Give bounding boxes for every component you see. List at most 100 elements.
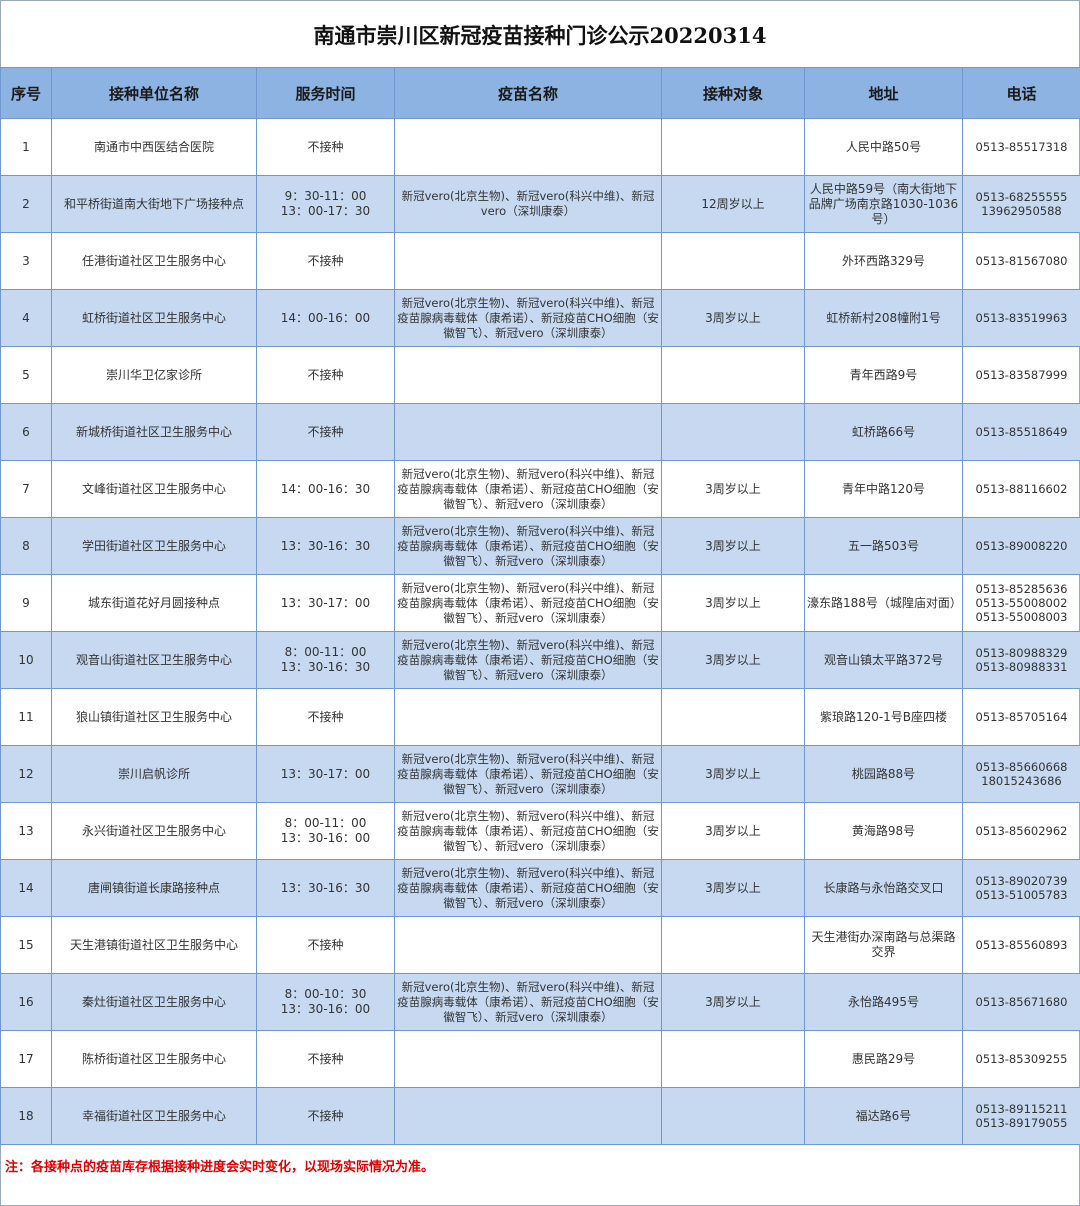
table-row: 17 陈桥街道社区卫生服务中心 不接种 惠民路29号 0513-85309255 <box>0 1030 1080 1088</box>
cell-time: 8：00-11：00 13：30-16：30 <box>256 631 395 689</box>
cell-name: 观音山街道社区卫生服务中心 <box>51 631 257 689</box>
cell-no: 16 <box>0 973 52 1031</box>
cell-time: 13：30-17：00 <box>256 574 395 632</box>
cell-no: 14 <box>0 859 52 917</box>
cell-address: 青年西路9号 <box>804 346 963 404</box>
table-row: 15 天生港镇街道社区卫生服务中心 不接种 天生港街办深南路与总渠路交界 0513-85… <box>0 916 1080 974</box>
cell-phone: 0513-85285636 0513-55008002 0513-5500800… <box>962 574 1080 632</box>
cell-vaccine <box>394 1030 662 1088</box>
column-header-target: 接种对象 <box>661 67 805 119</box>
cell-name: 学田街道社区卫生服务中心 <box>51 517 257 575</box>
table-body: 1 南通市中西医结合医院 不接种 人民中路50号 0513-85517318 2 和平桥街道… <box>0 118 1080 1145</box>
table-row: 1 南通市中西医结合医院 不接种 人民中路50号 0513-85517318 <box>0 118 1080 176</box>
cell-no: 3 <box>0 232 52 290</box>
cell-address: 人民中路50号 <box>804 118 963 176</box>
cell-address: 惠民路29号 <box>804 1030 963 1088</box>
cell-no: 1 <box>0 118 52 176</box>
cell-name: 天生港镇街道社区卫生服务中心 <box>51 916 257 974</box>
cell-phone: 0513-89008220 <box>962 517 1080 575</box>
cell-vaccine: 新冠vero(北京生物)、新冠vero(科兴中维)、新冠vero（深圳康泰） <box>394 175 662 233</box>
cell-address: 青年中路120号 <box>804 460 963 518</box>
column-header-vaccine: 疫苗名称 <box>394 67 662 119</box>
cell-no: 2 <box>0 175 52 233</box>
cell-time: 不接种 <box>256 403 395 461</box>
cell-name: 任港街道社区卫生服务中心 <box>51 232 257 290</box>
cell-target: 3周岁以上 <box>661 973 805 1031</box>
table-row: 2 和平桥街道南大街地下广场接种点 9：30-11：00 13：00-17：30 新冠… <box>0 175 1080 233</box>
cell-no: 4 <box>0 289 52 347</box>
table-row: 14 唐闸镇街道长康路接种点 13：30-16：30 新冠vero(北京生物)、新冠v… <box>0 859 1080 917</box>
cell-time: 9：30-11：00 13：00-17：30 <box>256 175 395 233</box>
cell-no: 15 <box>0 916 52 974</box>
cell-phone: 0513-85560893 <box>962 916 1080 974</box>
cell-address: 虹桥新村208幢附1号 <box>804 289 963 347</box>
cell-vaccine <box>394 346 662 404</box>
cell-phone: 0513-89020739 0513-51005783 <box>962 859 1080 917</box>
cell-target: 3周岁以上 <box>661 289 805 347</box>
cell-vaccine: 新冠vero(北京生物)、新冠vero(科兴中维)、新冠疫苗腺病毒载体（康希诺）… <box>394 859 662 917</box>
cell-target <box>661 346 805 404</box>
cell-phone: 0513-85309255 <box>962 1030 1080 1088</box>
page-title: 南通市崇川区新冠疫苗接种门诊公示20220314 <box>313 23 767 48</box>
cell-time: 13：30-16：30 <box>256 859 395 917</box>
cell-target: 3周岁以上 <box>661 517 805 575</box>
cell-time: 8：00-10：30 13：30-16：00 <box>256 973 395 1031</box>
cell-vaccine <box>394 403 662 461</box>
cell-no: 13 <box>0 802 52 860</box>
table-row: 18 幸福街道社区卫生服务中心 不接种 福达路6号 0513-89115211 0513… <box>0 1087 1080 1145</box>
cell-time: 不接种 <box>256 118 395 176</box>
cell-address: 濠东路188号（城隍庙对面） <box>804 574 963 632</box>
cell-no: 12 <box>0 745 52 803</box>
cell-name: 新城桥街道社区卫生服务中心 <box>51 403 257 461</box>
cell-vaccine <box>394 688 662 746</box>
cell-target: 3周岁以上 <box>661 802 805 860</box>
cell-name: 幸福街道社区卫生服务中心 <box>51 1087 257 1145</box>
cell-target <box>661 1030 805 1088</box>
cell-phone: 0513-85671680 <box>962 973 1080 1031</box>
cell-target <box>661 118 805 176</box>
cell-vaccine <box>394 232 662 290</box>
cell-target <box>661 916 805 974</box>
column-header-name: 接种单位名称 <box>51 67 257 119</box>
cell-address: 黄海路98号 <box>804 802 963 860</box>
table-row: 12 崇川启帆诊所 13：30-17：00 新冠vero(北京生物)、新冠vero(科… <box>0 745 1080 803</box>
cell-name: 崇川启帆诊所 <box>51 745 257 803</box>
column-header-time: 服务时间 <box>256 67 395 119</box>
cell-phone: 0513-85518649 <box>962 403 1080 461</box>
cell-name: 永兴街道社区卫生服务中心 <box>51 802 257 860</box>
cell-address: 紫琅路120-1号B座四楼 <box>804 688 963 746</box>
table-row: 9 城东街道花好月圆接种点 13：30-17：00 新冠vero(北京生物)、新冠ve… <box>0 574 1080 632</box>
cell-time: 不接种 <box>256 1030 395 1088</box>
cell-phone: 0513-88116602 <box>962 460 1080 518</box>
cell-name: 唐闸镇街道长康路接种点 <box>51 859 257 917</box>
table-row: 6 新城桥街道社区卫生服务中心 不接种 虹桥路66号 0513-85518649 <box>0 403 1080 461</box>
cell-address: 五一路503号 <box>804 517 963 575</box>
cell-target: 3周岁以上 <box>661 745 805 803</box>
cell-no: 8 <box>0 517 52 575</box>
cell-target <box>661 232 805 290</box>
cell-no: 17 <box>0 1030 52 1088</box>
cell-phone: 0513-85517318 <box>962 118 1080 176</box>
cell-name: 狼山镇街道社区卫生服务中心 <box>51 688 257 746</box>
cell-name: 崇川华卫亿家诊所 <box>51 346 257 404</box>
table-row: 10 观音山街道社区卫生服务中心 8：00-11：00 13：30-16：30 新冠v… <box>0 631 1080 689</box>
cell-vaccine: 新冠vero(北京生物)、新冠vero(科兴中维)、新冠疫苗腺病毒载体（康希诺）… <box>394 574 662 632</box>
cell-no: 11 <box>0 688 52 746</box>
cell-address: 长康路与永怡路交叉口 <box>804 859 963 917</box>
cell-no: 6 <box>0 403 52 461</box>
cell-target: 3周岁以上 <box>661 574 805 632</box>
cell-phone: 0513-68255555 13962950588 <box>962 175 1080 233</box>
column-header-no: 序号 <box>0 67 52 119</box>
cell-time: 8：00-11：00 13：30-16：00 <box>256 802 395 860</box>
cell-time: 13：30-16：30 <box>256 517 395 575</box>
cell-target <box>661 1087 805 1145</box>
cell-time: 不接种 <box>256 232 395 290</box>
cell-target: 3周岁以上 <box>661 859 805 917</box>
cell-phone: 0513-80988329 0513-80988331 <box>962 631 1080 689</box>
column-header-phone: 电话 <box>962 67 1080 119</box>
cell-phone: 0513-83587999 <box>962 346 1080 404</box>
cell-name: 虹桥街道社区卫生服务中心 <box>51 289 257 347</box>
cell-target <box>661 403 805 461</box>
cell-time: 不接种 <box>256 346 395 404</box>
